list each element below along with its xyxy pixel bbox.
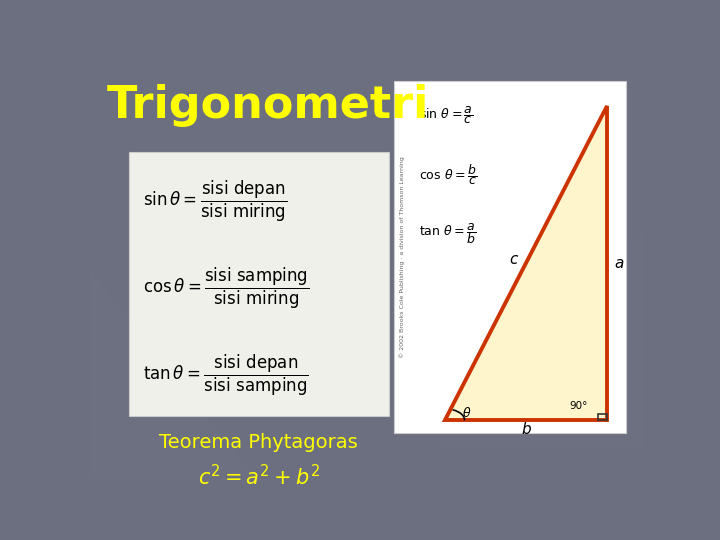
Text: 90°: 90° xyxy=(570,401,588,411)
Text: Teorema Phytagoras: Teorema Phytagoras xyxy=(159,433,358,452)
Polygon shape xyxy=(445,106,607,420)
Text: © 2002 Brooks Cole Publishing · a division of Thomson Learning: © 2002 Brooks Cole Publishing · a divisi… xyxy=(400,156,405,358)
Text: $c$: $c$ xyxy=(509,252,519,267)
Text: $\cos\,\theta = \dfrac{b}{c}$: $\cos\,\theta = \dfrac{b}{c}$ xyxy=(419,163,477,187)
Text: $\sin\,\theta = \dfrac{a}{c}$: $\sin\,\theta = \dfrac{a}{c}$ xyxy=(419,104,474,126)
Text: $\sin\theta = \dfrac{\mathrm{sisi\ depan}}{\mathrm{sisi\ miring}}$: $\sin\theta = \dfrac{\mathrm{sisi\ depan… xyxy=(143,179,287,224)
Polygon shape xyxy=(436,231,642,447)
Polygon shape xyxy=(90,273,258,481)
Text: $\tan\theta = \dfrac{\mathrm{sisi\ depan}}{\mathrm{sisi\ samping}}$: $\tan\theta = \dfrac{\mathrm{sisi\ depan… xyxy=(143,353,309,398)
Text: $\cos\theta = \dfrac{\mathrm{sisi\ samping}}{\mathrm{sisi\ miring}}$: $\cos\theta = \dfrac{\mathrm{sisi\ sampi… xyxy=(143,266,310,311)
Text: Trigonometri: Trigonometri xyxy=(107,84,429,126)
Text: $a$: $a$ xyxy=(614,255,625,271)
Bar xyxy=(598,414,607,420)
Text: $b$: $b$ xyxy=(521,421,531,437)
Text: $c^2 = a^2 + b^2$: $c^2 = a^2 + b^2$ xyxy=(198,464,320,489)
FancyBboxPatch shape xyxy=(129,152,389,416)
Text: $\theta$: $\theta$ xyxy=(462,406,471,420)
FancyBboxPatch shape xyxy=(394,82,626,433)
Text: $\tan\,\theta = \dfrac{a}{b}$: $\tan\,\theta = \dfrac{a}{b}$ xyxy=(419,221,477,246)
